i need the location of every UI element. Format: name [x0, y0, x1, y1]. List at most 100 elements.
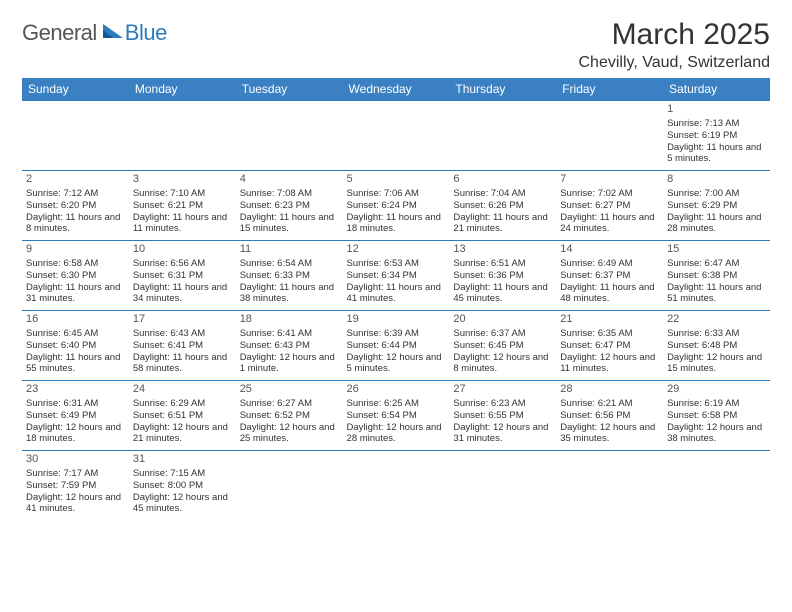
sunset-text: Sunset: 6:55 PM [453, 410, 552, 422]
sunset-text: Sunset: 6:26 PM [453, 200, 552, 212]
sunset-text: Sunset: 6:33 PM [240, 270, 339, 282]
logo: General Blue [22, 18, 167, 46]
sunset-text: Sunset: 6:29 PM [667, 200, 766, 212]
day-number: 20 [453, 313, 552, 327]
daylight-text: Daylight: 12 hours and 28 minutes. [347, 422, 446, 446]
sunrise-text: Sunrise: 7:13 AM [667, 118, 766, 130]
daylight-text: Daylight: 11 hours and 58 minutes. [133, 352, 232, 376]
daylight-text: Daylight: 12 hours and 41 minutes. [26, 492, 125, 516]
day-number: 5 [347, 173, 446, 187]
sunrise-text: Sunrise: 7:15 AM [133, 468, 232, 480]
day-header: Friday [556, 78, 663, 101]
sunrise-text: Sunrise: 6:39 AM [347, 328, 446, 340]
daylight-text: Daylight: 11 hours and 55 minutes. [26, 352, 125, 376]
daylight-text: Daylight: 11 hours and 41 minutes. [347, 282, 446, 306]
sunset-text: Sunset: 6:34 PM [347, 270, 446, 282]
sunrise-text: Sunrise: 7:06 AM [347, 188, 446, 200]
day-number: 16 [26, 313, 125, 327]
day-number: 28 [560, 383, 659, 397]
calendar-cell [556, 101, 663, 171]
day-number: 4 [240, 173, 339, 187]
day-header: Thursday [449, 78, 556, 101]
calendar-row: 9Sunrise: 6:58 AMSunset: 6:30 PMDaylight… [22, 241, 770, 311]
daylight-text: Daylight: 11 hours and 18 minutes. [347, 212, 446, 236]
daylight-text: Daylight: 12 hours and 38 minutes. [667, 422, 766, 446]
sunrise-text: Sunrise: 6:23 AM [453, 398, 552, 410]
calendar-cell: 22Sunrise: 6:33 AMSunset: 6:48 PMDayligh… [663, 311, 770, 381]
daylight-text: Daylight: 12 hours and 5 minutes. [347, 352, 446, 376]
day-number: 8 [667, 173, 766, 187]
calendar-cell: 29Sunrise: 6:19 AMSunset: 6:58 PMDayligh… [663, 381, 770, 451]
daylight-text: Daylight: 12 hours and 21 minutes. [133, 422, 232, 446]
calendar-cell: 10Sunrise: 6:56 AMSunset: 6:31 PMDayligh… [129, 241, 236, 311]
calendar-cell [236, 101, 343, 171]
calendar-cell: 9Sunrise: 6:58 AMSunset: 6:30 PMDaylight… [22, 241, 129, 311]
day-number: 14 [560, 243, 659, 257]
calendar-body: 1Sunrise: 7:13 AMSunset: 6:19 PMDaylight… [22, 101, 770, 521]
calendar-row: 23Sunrise: 6:31 AMSunset: 6:49 PMDayligh… [22, 381, 770, 451]
sunset-text: Sunset: 6:19 PM [667, 130, 766, 142]
daylight-text: Daylight: 11 hours and 24 minutes. [560, 212, 659, 236]
logo-text-blue: Blue [125, 20, 167, 46]
calendar-cell: 1Sunrise: 7:13 AMSunset: 6:19 PMDaylight… [663, 101, 770, 171]
day-header: Sunday [22, 78, 129, 101]
sunrise-text: Sunrise: 6:31 AM [26, 398, 125, 410]
calendar-cell: 11Sunrise: 6:54 AMSunset: 6:33 PMDayligh… [236, 241, 343, 311]
day-number: 24 [133, 383, 232, 397]
daylight-text: Daylight: 11 hours and 34 minutes. [133, 282, 232, 306]
day-number: 2 [26, 173, 125, 187]
day-number: 7 [560, 173, 659, 187]
daylight-text: Daylight: 12 hours and 31 minutes. [453, 422, 552, 446]
day-number: 22 [667, 313, 766, 327]
day-number: 6 [453, 173, 552, 187]
calendar-cell: 23Sunrise: 6:31 AMSunset: 6:49 PMDayligh… [22, 381, 129, 451]
calendar-cell: 4Sunrise: 7:08 AMSunset: 6:23 PMDaylight… [236, 171, 343, 241]
sunset-text: Sunset: 6:44 PM [347, 340, 446, 352]
calendar-cell: 20Sunrise: 6:37 AMSunset: 6:45 PMDayligh… [449, 311, 556, 381]
day-number: 1 [667, 103, 766, 117]
day-number: 25 [240, 383, 339, 397]
sunset-text: Sunset: 6:38 PM [667, 270, 766, 282]
day-number: 31 [133, 453, 232, 467]
logo-text-general: General [22, 20, 97, 46]
calendar-cell: 2Sunrise: 7:12 AMSunset: 6:20 PMDaylight… [22, 171, 129, 241]
calendar-head: SundayMondayTuesdayWednesdayThursdayFrid… [22, 78, 770, 101]
sunrise-text: Sunrise: 6:35 AM [560, 328, 659, 340]
sunset-text: Sunset: 6:40 PM [26, 340, 125, 352]
sunset-text: Sunset: 6:21 PM [133, 200, 232, 212]
calendar-cell: 31Sunrise: 7:15 AMSunset: 8:00 PMDayligh… [129, 451, 236, 521]
sunrise-text: Sunrise: 6:27 AM [240, 398, 339, 410]
sunrise-text: Sunrise: 6:51 AM [453, 258, 552, 270]
day-number: 17 [133, 313, 232, 327]
sunrise-text: Sunrise: 6:25 AM [347, 398, 446, 410]
daylight-text: Daylight: 11 hours and 15 minutes. [240, 212, 339, 236]
calendar-cell: 21Sunrise: 6:35 AMSunset: 6:47 PMDayligh… [556, 311, 663, 381]
header: General Blue March 2025 Chevilly, Vaud, … [22, 18, 770, 72]
daylight-text: Daylight: 12 hours and 25 minutes. [240, 422, 339, 446]
calendar-cell [343, 101, 450, 171]
sunrise-text: Sunrise: 6:49 AM [560, 258, 659, 270]
daylight-text: Daylight: 11 hours and 11 minutes. [133, 212, 232, 236]
sunrise-text: Sunrise: 6:45 AM [26, 328, 125, 340]
daylight-text: Daylight: 12 hours and 35 minutes. [560, 422, 659, 446]
calendar-row: 1Sunrise: 7:13 AMSunset: 6:19 PMDaylight… [22, 101, 770, 171]
daylight-text: Daylight: 11 hours and 5 minutes. [667, 142, 766, 166]
flag-icon [101, 22, 125, 45]
title-location: Chevilly, Vaud, Switzerland [579, 54, 771, 72]
calendar-cell: 3Sunrise: 7:10 AMSunset: 6:21 PMDaylight… [129, 171, 236, 241]
calendar-row: 30Sunrise: 7:17 AMSunset: 7:59 PMDayligh… [22, 451, 770, 521]
calendar-cell [449, 101, 556, 171]
day-number: 15 [667, 243, 766, 257]
sunset-text: Sunset: 7:59 PM [26, 480, 125, 492]
sunset-text: Sunset: 6:52 PM [240, 410, 339, 422]
daylight-text: Daylight: 11 hours and 38 minutes. [240, 282, 339, 306]
calendar-cell: 6Sunrise: 7:04 AMSunset: 6:26 PMDaylight… [449, 171, 556, 241]
calendar-cell: 19Sunrise: 6:39 AMSunset: 6:44 PMDayligh… [343, 311, 450, 381]
day-number: 26 [347, 383, 446, 397]
sunset-text: Sunset: 6:41 PM [133, 340, 232, 352]
daylight-text: Daylight: 11 hours and 31 minutes. [26, 282, 125, 306]
day-header: Monday [129, 78, 236, 101]
sunset-text: Sunset: 6:45 PM [453, 340, 552, 352]
sunrise-text: Sunrise: 7:12 AM [26, 188, 125, 200]
calendar-row: 2Sunrise: 7:12 AMSunset: 6:20 PMDaylight… [22, 171, 770, 241]
